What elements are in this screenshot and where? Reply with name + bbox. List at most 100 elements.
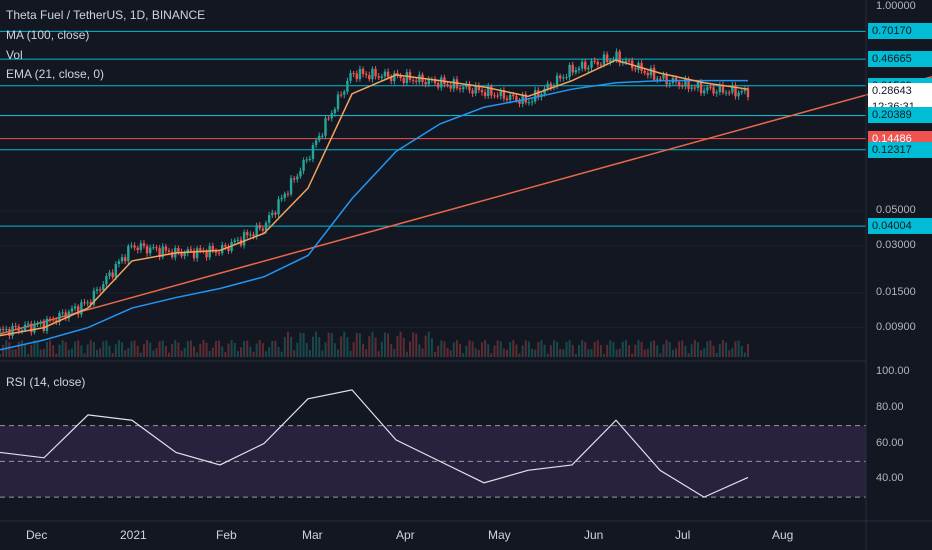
volume-bar (653, 340, 656, 357)
volume-bar (593, 341, 596, 357)
volume-bar (124, 350, 127, 357)
volume-bar (631, 353, 634, 357)
volume-bar (628, 345, 631, 357)
volume-bar (155, 348, 158, 357)
volume-bar (89, 340, 92, 357)
volume-bar (747, 344, 749, 357)
volume-bar (343, 331, 346, 357)
volume-bar (596, 340, 599, 357)
trendline[interactable] (0, 76, 932, 335)
candle-body (487, 86, 490, 97)
volume-bar (499, 341, 502, 357)
candle-body (577, 68, 581, 71)
volume-bar (186, 341, 189, 357)
candle-body (136, 247, 139, 251)
candle-body (549, 83, 553, 88)
volume-bar (8, 341, 11, 357)
volume-bar (624, 340, 627, 357)
volume-bar (114, 344, 117, 357)
ma-legend[interactable]: MA (100, close) (6, 28, 90, 42)
time-axis-label: May (488, 528, 511, 542)
candle-body (330, 113, 333, 119)
volume-bar (321, 350, 324, 357)
volume-bar (715, 352, 718, 357)
candle-body (83, 302, 86, 304)
candle-body (361, 68, 365, 74)
candle-body (537, 90, 540, 98)
candle-body (587, 67, 590, 70)
volume-bar (387, 333, 390, 357)
volume-bar (377, 351, 380, 357)
candle-body (52, 319, 55, 321)
candle-body (424, 82, 427, 85)
volume-bar (684, 345, 687, 357)
candle-body (318, 135, 321, 141)
candle-body (8, 329, 11, 336)
candle-body (145, 246, 149, 254)
volume-bar (158, 341, 161, 357)
candle-body (214, 250, 218, 253)
volume-bar (643, 349, 646, 357)
candle-body (199, 248, 202, 251)
ema-legend[interactable]: EMA (21, close, 0) (6, 67, 105, 81)
candle-body (706, 87, 709, 91)
volume-bar (421, 348, 424, 357)
candle-body (715, 92, 718, 94)
volume-bar (662, 344, 665, 357)
candle-body (696, 82, 700, 89)
candle-body (596, 61, 599, 65)
volume-bar (649, 341, 652, 357)
volume-bar (468, 340, 471, 357)
volume-bar (537, 342, 540, 357)
candle-body (249, 234, 252, 236)
candle-body (665, 74, 668, 85)
candle-body (236, 239, 240, 241)
volume-bar (136, 345, 139, 357)
rsi-axis-label: 100.00 (876, 365, 910, 377)
candle-body (80, 302, 83, 315)
candle-body (433, 79, 437, 84)
volume-bar (305, 342, 308, 357)
candle-body (292, 178, 296, 180)
candle-body (217, 252, 221, 254)
candle-body (227, 246, 230, 251)
volume-bar (24, 345, 27, 357)
volume-bar (164, 346, 167, 357)
candle-body (515, 96, 518, 101)
volume-bar (274, 340, 277, 357)
volume-bar (659, 353, 662, 357)
candle-body (646, 72, 650, 76)
volume-bar (214, 341, 217, 357)
candle-body (311, 144, 315, 159)
horizontal-levels[interactable] (0, 30, 866, 227)
candle-body (336, 94, 340, 110)
vol-legend[interactable]: Vol (6, 48, 23, 62)
candle-body (508, 94, 512, 101)
volume-bar (531, 348, 534, 357)
volume-bar (449, 350, 452, 357)
price-axis-label: 0.05000 (876, 204, 916, 216)
candle-body (58, 313, 61, 323)
volume-bar (718, 344, 721, 357)
candle-body (11, 325, 14, 336)
candle-body (643, 70, 646, 73)
volume-bar (540, 340, 543, 357)
candle-body (195, 248, 199, 259)
candle-body (189, 249, 193, 251)
candle-body (45, 318, 49, 331)
candle-body (139, 243, 143, 251)
volume-bar (634, 344, 637, 357)
volume-bar (577, 345, 580, 357)
volume-bar (383, 332, 386, 357)
volume-bar (418, 344, 421, 357)
candle-body (20, 329, 24, 331)
candle-body (656, 78, 659, 80)
price-axis-label: 0.03000 (876, 238, 916, 251)
candle-body (258, 225, 261, 229)
rsi-legend[interactable]: RSI (14, close) (6, 375, 86, 389)
candle-body (368, 74, 371, 80)
volume-bar (512, 340, 515, 357)
volume-bar (599, 345, 602, 357)
volume-bar (690, 344, 693, 357)
